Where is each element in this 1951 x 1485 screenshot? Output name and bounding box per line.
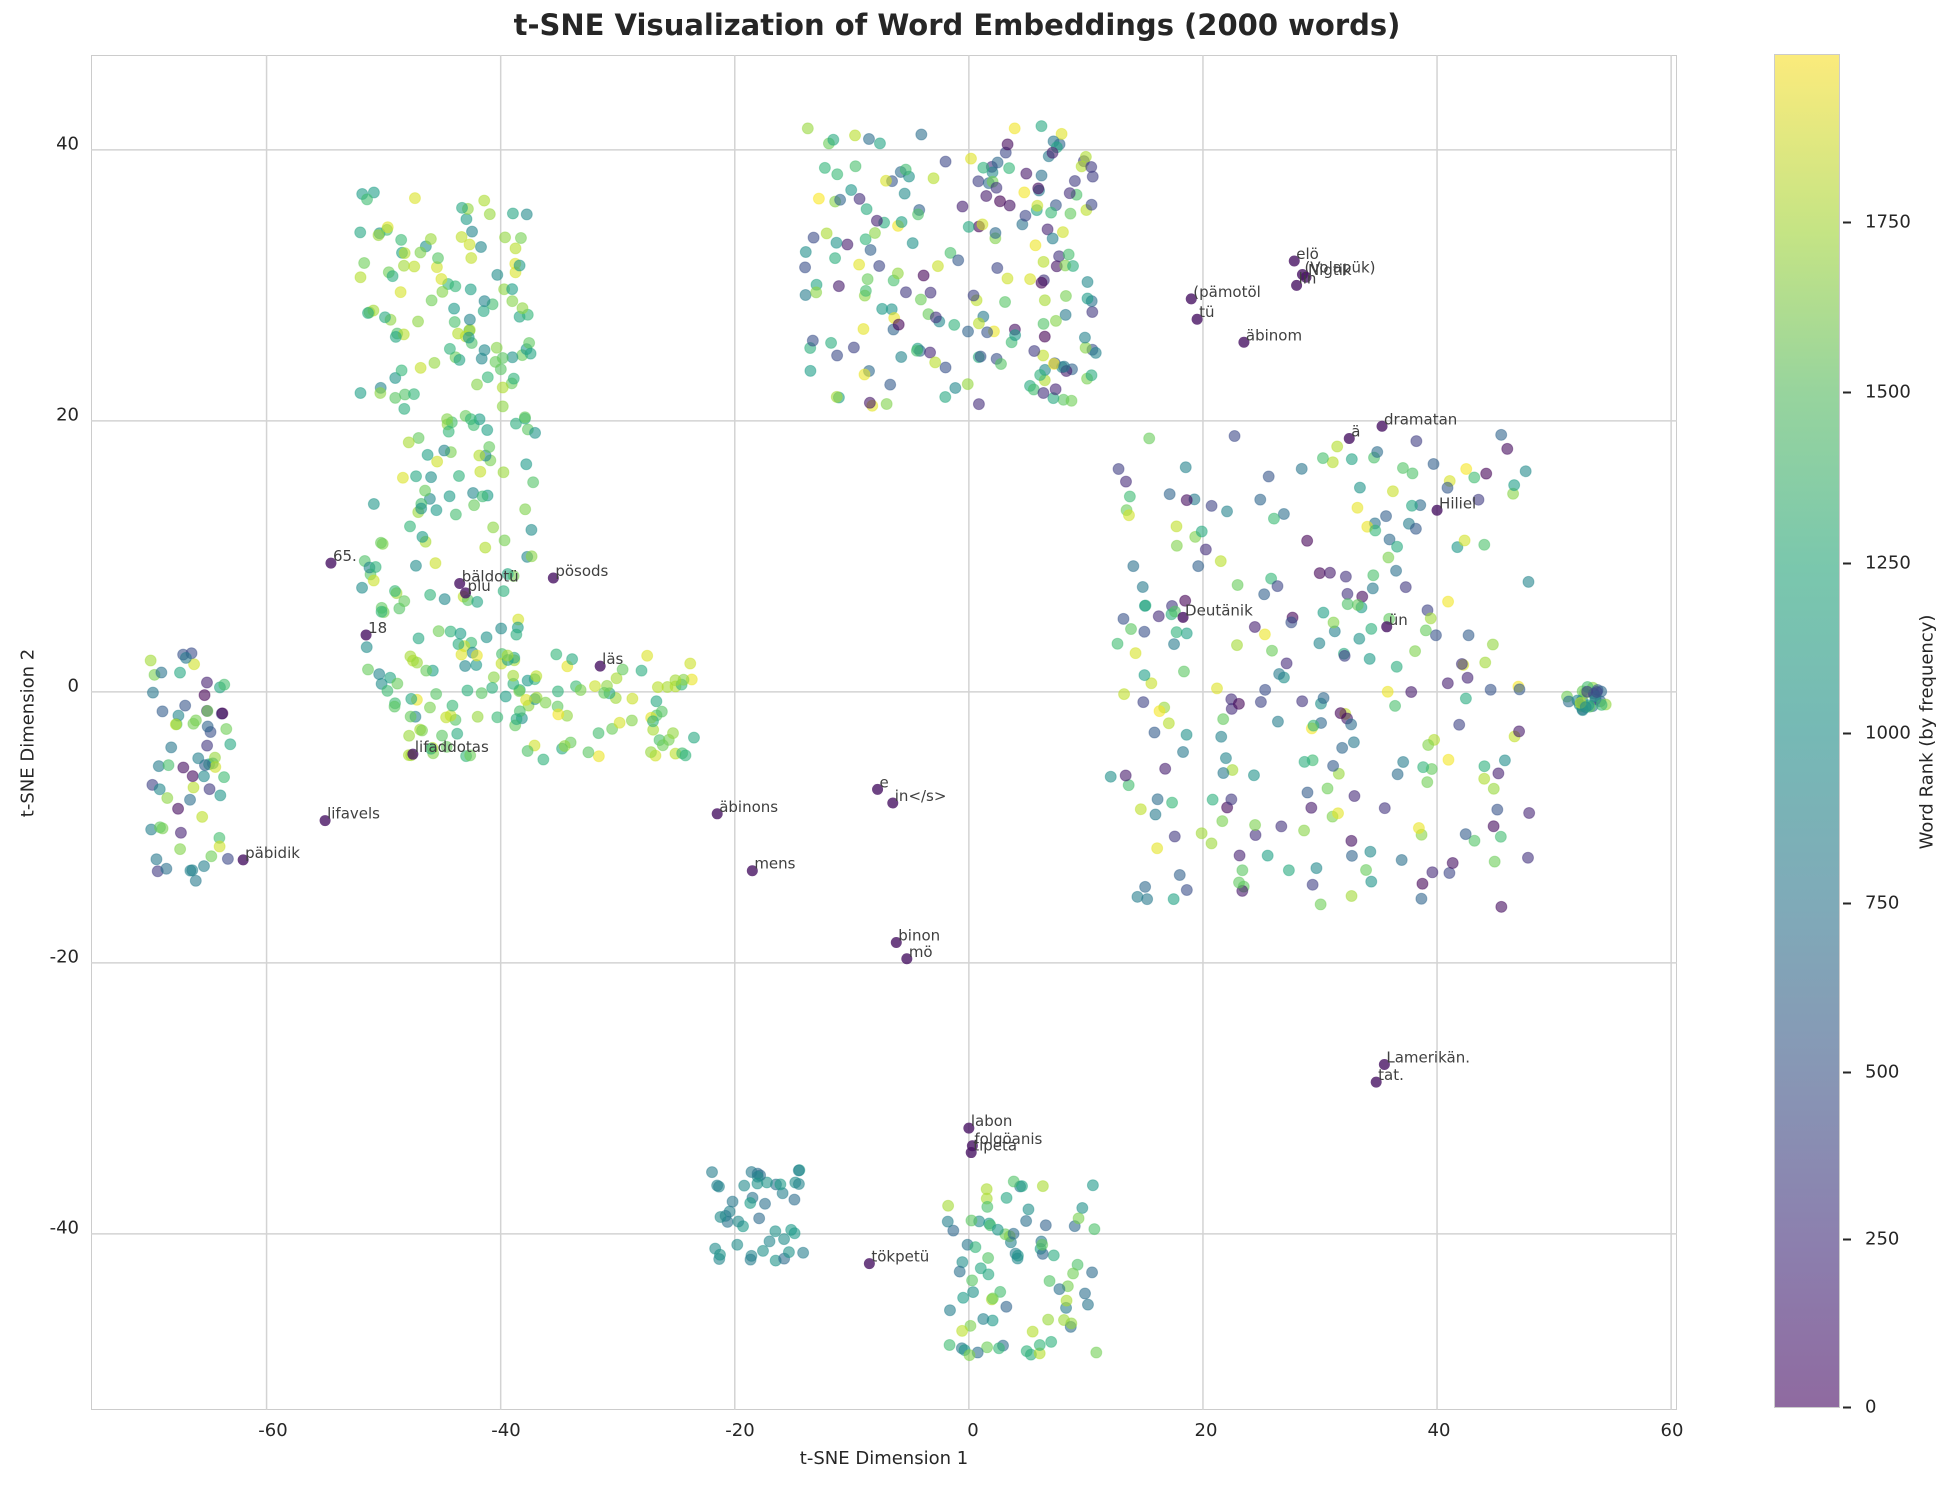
colorbar [1774,54,1840,1408]
plot-area [91,55,1677,1410]
colorbar-tick: 250 [1843,1229,1899,1250]
svg-text:äbinons: äbinons [719,798,778,816]
colorbar-tick: 0 [1843,1397,1876,1418]
x-axis-label: t-SNE Dimension 1 [799,1448,969,1469]
y-axis-label: t-SNE Dimension 2 [17,648,39,818]
data-points [144,120,1612,1362]
x-tick: 40 [1427,1420,1451,1441]
svg-text:päbidik: päbidik [245,844,300,862]
colorbar-tick: 1750 [1843,212,1911,233]
svg-text:Hiliel: Hiliel [1439,494,1476,512]
svg-text:binon: binon [898,927,940,945]
x-tick: 60 [1660,1420,1684,1441]
svg-text:lifaddotas: lifaddotas [415,738,489,756]
x-tick: -40 [491,1420,521,1441]
svg-text:ä: ä [1351,422,1360,440]
colorbar-tick: 1250 [1843,553,1911,574]
colorbar-tick: 500 [1843,1062,1899,1083]
svg-text:dramatan: dramatan [1384,410,1457,428]
svg-text:in</s>: in</s> [895,787,947,805]
svg-text:labon: labon [971,1112,1013,1130]
svg-text:Lamerikän.: Lamerikän. [1386,1048,1470,1066]
y-tick: -40 [49,1217,79,1239]
x-tick: 20 [1194,1420,1218,1441]
colorbar-tick: 1500 [1843,382,1911,403]
svg-text:elö: elö [1296,245,1319,263]
colorbar-tick: 750 [1843,893,1899,914]
svg-text:tipeta: tipeta [973,1137,1017,1155]
y-tick: -20 [49,946,79,968]
svg-text:pösods: pösods [555,562,608,580]
svg-text:äbinom: äbinom [1246,326,1302,344]
svg-text:folgöanis: folgöanis [974,1130,1042,1148]
x-tick: -20 [725,1420,755,1441]
svg-text:mö: mö [909,943,933,961]
y-tick: 0 [67,675,79,697]
svg-text:bäldotü: bäldotü [462,567,519,585]
y-tick: 40 [56,133,79,155]
svg-text:lifavels: lifavels [327,805,380,823]
svg-text:tat.: tat. [1378,1066,1404,1084]
x-tick: 0 [967,1420,979,1441]
y-tick: 20 [56,404,79,426]
svg-text:tü: tü [1199,303,1214,321]
svg-text:(pämotöl: (pämotöl [1193,283,1261,301]
colorbar-label: Word Rank (by frequency) [1916,614,1938,850]
colorbar-tick: 1000 [1843,723,1911,744]
svg-text:plu: plu [468,577,491,595]
svg-text:läs: läs [602,650,623,668]
svg-text:Deutänik: Deutänik [1185,601,1253,619]
svg-text:tökpetü: tökpetü [871,1248,929,1266]
svg-text:mens: mens [754,855,795,873]
svg-text:65.: 65. [333,547,357,565]
svg-text:e: e [880,773,889,791]
x-tick: -60 [258,1420,288,1441]
svg-text:ün: ün [1389,611,1408,629]
chart-title: t-SNE Visualization of Word Embeddings (… [513,8,1401,42]
svg-text:(Volapük): (Volapük) [1304,259,1375,277]
svg-text:Nigtik: Nigtik [1308,261,1352,279]
svg-text:lin: lin [1299,269,1317,287]
svg-text:18: 18 [368,619,387,637]
